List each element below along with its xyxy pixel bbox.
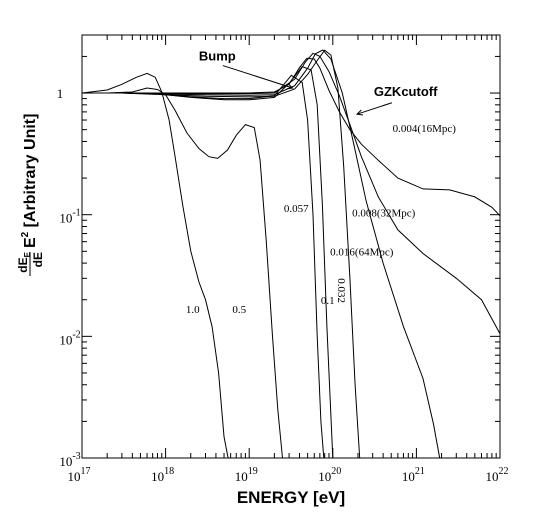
y-tick-label-base: 10 <box>59 454 72 469</box>
y-label-denominator: dE <box>31 252 45 267</box>
x-tick-label-exp: 18 <box>164 466 174 477</box>
series-curve <box>82 74 325 459</box>
series-label: 0.016(64Mpc) <box>330 247 394 259</box>
series-curve <box>81 72 229 459</box>
annotation-arrow-head <box>286 83 294 90</box>
y-tick-label-exp: -3 <box>72 451 80 462</box>
series-label: 0.032 <box>335 278 347 303</box>
plot-frame <box>81 34 501 459</box>
series-curve <box>82 57 501 217</box>
annotation-gzk: GZKcutoff <box>374 84 438 99</box>
series-curve <box>82 66 334 459</box>
y-label-unit: [Arbitrary Unit] <box>22 114 39 232</box>
x-tick-label-base: 10 <box>68 469 81 484</box>
x-tick-label: 1019 <box>235 466 258 484</box>
x-axis-ticks <box>81 35 501 458</box>
y-tick-label-base: 10 <box>59 332 72 347</box>
annotation-bump: Bump <box>199 49 236 64</box>
y-tick-label: 10-2 <box>59 329 80 347</box>
y-label-numerator: dE <box>16 257 30 272</box>
y-tick-label: 10-1 <box>59 208 80 226</box>
x-axis-tick-labels: 1017 1018 1019 1020 1021 1022 <box>68 466 509 484</box>
x-tick-label-exp: 21 <box>415 466 425 477</box>
series-label: 1.0 <box>186 304 200 316</box>
x-tick-label-base: 10 <box>235 469 248 484</box>
y-tick-label: 10-3 <box>59 451 80 469</box>
x-tick-label: 1020 <box>318 466 341 484</box>
x-tick-label-exp: 19 <box>248 466 258 477</box>
x-axis-label: ENERGY [eV] <box>237 488 345 507</box>
x-tick-label: 1017 <box>68 466 91 484</box>
x-tick-label-exp: 22 <box>499 466 509 477</box>
x-tick-label-exp: 17 <box>81 466 91 477</box>
annotation-arrow-line <box>222 65 293 89</box>
svg-text:E2 [Arbitrary Unit]: E2 [Arbitrary Unit] <box>20 114 39 248</box>
series-label: 0.008(32Mpc) <box>352 207 416 219</box>
x-tick-label: 1022 <box>486 466 509 484</box>
series-curve <box>82 87 283 459</box>
y-label-energy: E <box>22 237 39 248</box>
y-tick-label: 1 <box>57 86 64 101</box>
y-axis-tick-labels: 10-310-210-11 <box>57 86 81 469</box>
svg-text:dEE: dEE <box>16 251 32 272</box>
series-label: 0.5 <box>232 304 246 316</box>
x-tick-label-base: 10 <box>486 469 499 484</box>
annotation-arrow-head <box>355 109 364 116</box>
annotation-arrow-line <box>356 102 393 115</box>
y-label-exp: 2 <box>20 231 31 237</box>
x-tick-label: 1018 <box>151 466 174 484</box>
x-tick-label-base: 10 <box>318 469 331 484</box>
x-tick-label-exp: 20 <box>331 466 341 477</box>
x-tick-label-base: 10 <box>151 469 164 484</box>
annotations: Bump GZKcutoff <box>199 49 438 116</box>
y-label-numerator-sub: E <box>23 251 32 257</box>
x-tick-label: 1021 <box>402 466 425 484</box>
y-axis-ticks <box>82 34 500 459</box>
y-tick-label-exp: -2 <box>72 329 80 340</box>
series-curve <box>82 52 501 335</box>
series-labels: 0.004(16Mpc) 0.008(32Mpc) 0.016(64Mpc) 0.03… <box>186 123 456 316</box>
series-curve <box>82 49 441 459</box>
series-label: 0.004(16Mpc) <box>393 123 457 135</box>
y-axis-label: dEE dE E2 [Arbitrary Unit] <box>16 114 45 276</box>
y-tick-label-exp: -1 <box>72 208 80 219</box>
series-curves <box>81 49 501 459</box>
series-label: 0.057 <box>284 203 309 215</box>
series-curve <box>82 49 361 459</box>
x-tick-label-base: 10 <box>402 469 415 484</box>
y-tick-label-base: 1 <box>57 86 64 101</box>
series-label: 0.1 <box>321 295 335 307</box>
y-tick-label-base: 10 <box>59 211 72 226</box>
